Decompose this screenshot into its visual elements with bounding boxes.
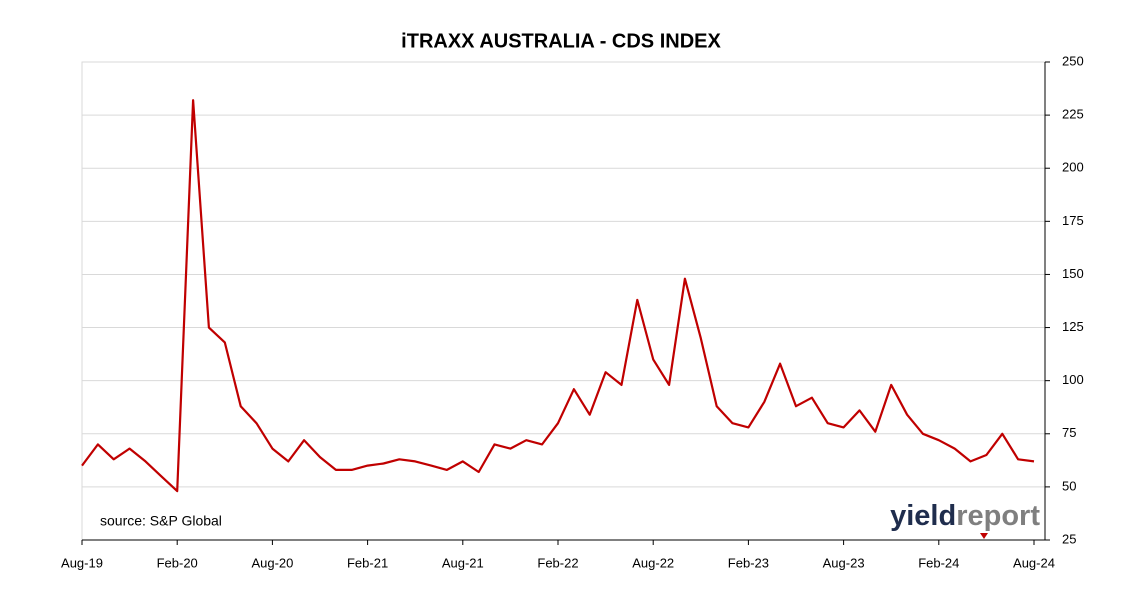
y-tick-label: 100 (1062, 372, 1084, 387)
y-tick-label: 75 (1062, 425, 1076, 440)
x-tick-label: Aug-20 (251, 555, 293, 570)
y-tick-label: 50 (1062, 478, 1076, 493)
logo-first: yield (890, 500, 956, 532)
x-tick-label: Feb-20 (157, 555, 198, 570)
x-tick-label: Aug-21 (442, 555, 484, 570)
x-tick-label: Feb-24 (918, 555, 959, 570)
x-tick-label: Feb-22 (537, 555, 578, 570)
x-tick-label: Feb-23 (728, 555, 769, 570)
y-tick-label: 175 (1062, 213, 1084, 228)
series-line (81, 99, 1035, 493)
y-tick-label: 125 (1062, 319, 1084, 334)
y-tick-label: 250 (1062, 53, 1084, 68)
chart-title: iTRAXX AUSTRALIA - CDS INDEX (401, 30, 721, 52)
source-note: source: S&P Global (100, 513, 222, 529)
logo-second: report (956, 500, 1040, 532)
x-tick-label: Aug-19 (61, 555, 103, 570)
y-tick-label: 25 (1062, 531, 1076, 546)
y-tick-label: 200 (1062, 160, 1084, 175)
x-tick-label: Feb-21 (347, 555, 388, 570)
y-tick-label: 225 (1062, 107, 1084, 122)
logo-mark (980, 533, 988, 539)
y-tick-label: 150 (1062, 266, 1084, 281)
logo: yieldreport (890, 500, 1040, 532)
x-tick-label: Aug-22 (632, 555, 674, 570)
x-tick-label: Aug-23 (823, 555, 865, 570)
x-tick-label: Aug-24 (1013, 555, 1055, 570)
